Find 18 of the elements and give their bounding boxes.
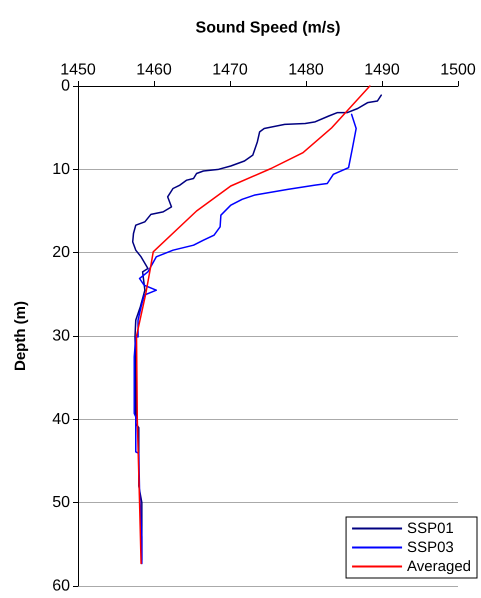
y-tick-label: 20	[52, 244, 70, 262]
y-axis-title: Depth (m)	[12, 301, 29, 371]
y-tick-label: 60	[52, 578, 70, 594]
legend-label: SSP03	[407, 539, 454, 556]
x-tick-label: 1500	[440, 62, 476, 78]
x-tick-label: 1490	[364, 62, 400, 78]
y-tick-label: 10	[52, 160, 70, 178]
y-tick-label: 0	[61, 78, 70, 94]
y-tick-label: 30	[52, 328, 70, 344]
x-tick-label: 1480	[288, 62, 324, 78]
x-tick-label: 1450	[60, 62, 96, 78]
x-tick-label: 1460	[136, 62, 172, 78]
legend-label: Averaged	[407, 558, 472, 575]
y-tick-label: 50	[52, 494, 70, 512]
y-tick-label: 40	[52, 410, 70, 428]
x-axis-title: Sound Speed (m/s)	[196, 20, 340, 36]
legend-label: SSP01	[407, 520, 454, 537]
x-tick-label: 1470	[212, 62, 248, 78]
